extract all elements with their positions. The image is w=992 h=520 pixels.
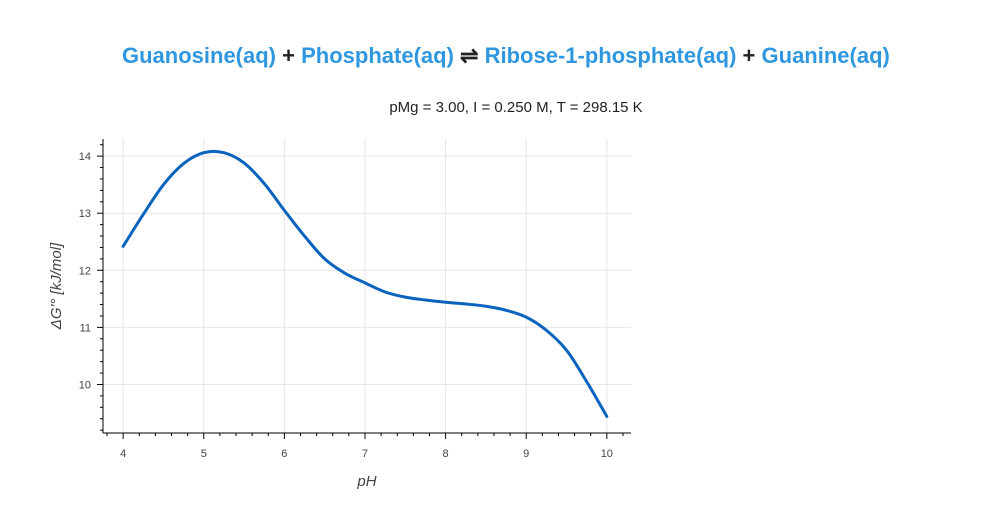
plus-sign: + (282, 43, 295, 68)
x-tick-label: 7 (362, 448, 368, 460)
y-tick-label: 14 (79, 151, 91, 163)
series-line (121, 149, 609, 418)
x-tick-label: 10 (601, 448, 613, 460)
reaction-equation: Guanosine(aq) + Phosphate(aq) ⇌ Ribose-1… (122, 40, 890, 72)
chart-title: Guanosine(aq) + Phosphate(aq) ⇌ Ribose-1… (0, 40, 992, 76)
equilibrium-arrow: ⇌ (460, 43, 479, 68)
axes (102, 139, 631, 434)
chart-subtitle: pMg = 3.00, I = 0.250 M, T = 298.15 K (389, 99, 643, 116)
y-tick-label: 10 (79, 379, 91, 391)
grid-lines (103, 139, 631, 433)
product-ribose-1-phosphate-link[interactable]: Ribose-1-phosphate(aq) (484, 43, 737, 68)
reactant-phosphate-link[interactable]: Phosphate(aq) (301, 43, 454, 68)
y-tick-label: 11 (80, 322, 91, 334)
x-tick-label: 5 (201, 448, 207, 460)
plus-sign: + (742, 43, 756, 68)
y-tick-label: 12 (79, 265, 91, 277)
y-axis-label: ΔG'° [kJ/mol] (48, 242, 65, 330)
series-layer (121, 149, 609, 418)
x-tick-label: 6 (281, 448, 287, 460)
x-tick-label: 8 (443, 448, 449, 460)
reactant-guanosine-link[interactable]: Guanosine(aq) (122, 43, 277, 68)
x-tick-label: 9 (523, 448, 529, 460)
x-axis-label: pH (356, 473, 376, 490)
y-axis-ticks: 10 11 12 13 14 (79, 144, 103, 431)
y-tick-label: 13 (79, 208, 91, 220)
x-axis-ticks: 4 5 6 7 8 9 10 (106, 433, 624, 460)
product-guanine-link[interactable]: Guanine(aq) (761, 43, 890, 68)
x-tick-label: 4 (120, 448, 126, 460)
